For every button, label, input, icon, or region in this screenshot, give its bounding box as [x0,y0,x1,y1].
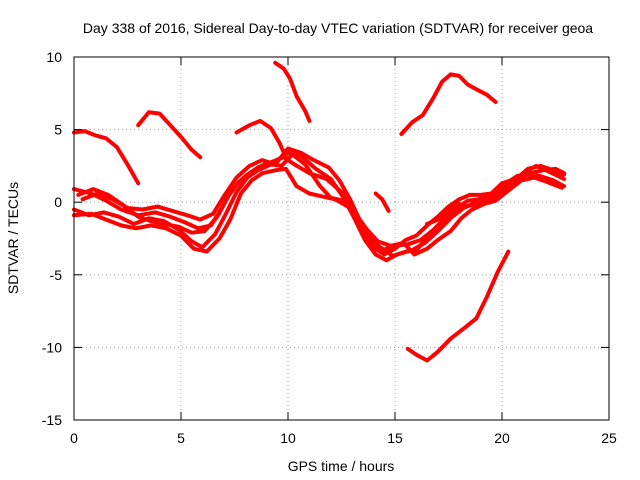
x-axis-label: GPS time / hours [288,458,395,474]
series-line-arc-10 [72,152,564,257]
x-tick-label: 5 [177,430,185,446]
series-line-arc-1 [72,129,141,186]
series-line-arc-4 [273,60,312,123]
chart-title: Day 338 of 2016, Sidereal Day-to-day VTE… [83,20,593,36]
x-axis-tick-labels: 0 5 10 15 20 25 [70,430,617,446]
y-axis-tick-labels: -15 -10 -5 0 5 10 [42,49,62,428]
x-tick-label: 15 [387,430,403,446]
grid [74,57,609,420]
series-line-arc-11 [72,166,567,258]
y-tick-label: -15 [42,412,62,428]
x-tick-label: 20 [494,430,510,446]
x-tick-label: 25 [601,430,617,446]
series-line-arc-6 [405,249,511,363]
y-axis-label: SDTVAR / TECUs [5,182,21,294]
plot-frame [73,56,610,421]
series-line-arc-3 [234,118,288,160]
series-line-arc-9 [80,146,567,253]
series-line-arc-12 [373,191,391,213]
series-line-arc-2 [136,110,203,160]
x-tick-label: 0 [70,430,78,446]
y-tick-label: -10 [42,339,62,355]
series-line-arc-5 [399,72,498,136]
series-line-arc-13 [425,201,462,226]
y-tick-label: 0 [54,194,62,210]
axis-ticks [73,56,610,421]
y-tick-label: 5 [54,122,62,138]
y-tick-label: 10 [46,49,62,65]
y-tick-label: -5 [50,267,63,283]
x-tick-label: 10 [280,430,296,446]
series-layer [72,60,567,363]
